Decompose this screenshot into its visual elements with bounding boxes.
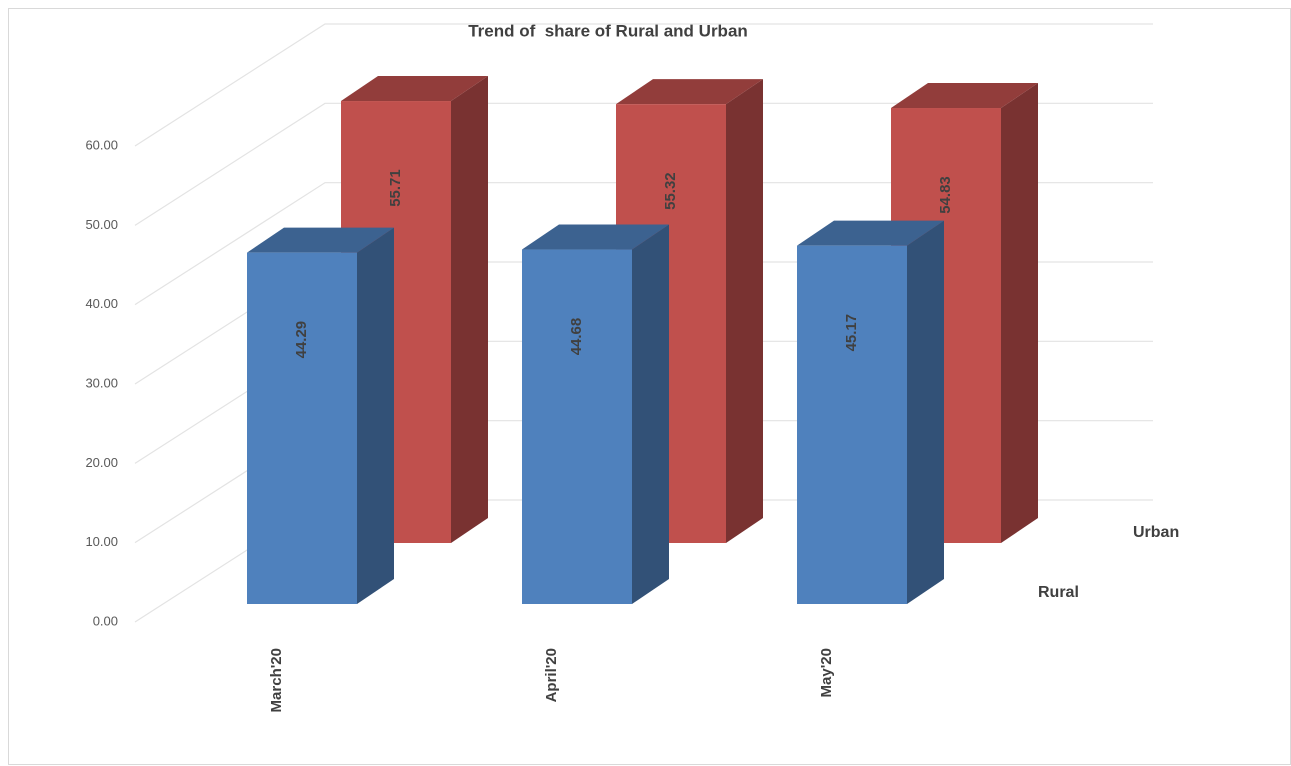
bar (522, 249, 632, 604)
bar-side (907, 220, 944, 604)
value-label: 55.32 (662, 172, 679, 210)
bar-side (451, 76, 488, 543)
series-label: Urban (1133, 524, 1179, 541)
bar-top (891, 83, 1038, 109)
series-label: Rural (1038, 584, 1079, 601)
x-tick-label: April'20 (543, 648, 560, 702)
y-tick-label: 20.00 (85, 455, 118, 470)
grid-line (134, 23, 1153, 147)
value-label: 44.68 (568, 318, 585, 356)
x-tick-label: March'20 (268, 648, 285, 712)
y-tick-label: 0.00 (93, 613, 118, 628)
bar-top (247, 227, 394, 253)
value-label: 55.71 (387, 169, 404, 207)
x-tick-label: May'20 (818, 648, 835, 697)
bar-side (726, 79, 763, 544)
value-label: 44.29 (293, 321, 310, 359)
y-tick-label: 30.00 (85, 375, 118, 390)
y-tick-label: 40.00 (85, 296, 118, 311)
bar-top (522, 224, 669, 250)
grid-line (134, 182, 1153, 306)
bar (247, 252, 357, 604)
bar-top (341, 76, 488, 102)
bar-side (1001, 83, 1038, 544)
chart-title: Trend of share of Rural and Urban (468, 21, 748, 40)
bar-side (357, 227, 394, 604)
y-tick-label: 60.00 (85, 137, 118, 152)
grid-line (134, 102, 1153, 226)
bar-side (632, 224, 669, 604)
bar (797, 245, 907, 604)
y-tick-label: 50.00 (85, 217, 118, 232)
value-label: 45.17 (843, 314, 860, 352)
bar-top (616, 79, 763, 105)
bar-top (797, 220, 944, 246)
value-label: 54.83 (937, 176, 954, 214)
y-tick-label: 10.00 (85, 534, 118, 549)
